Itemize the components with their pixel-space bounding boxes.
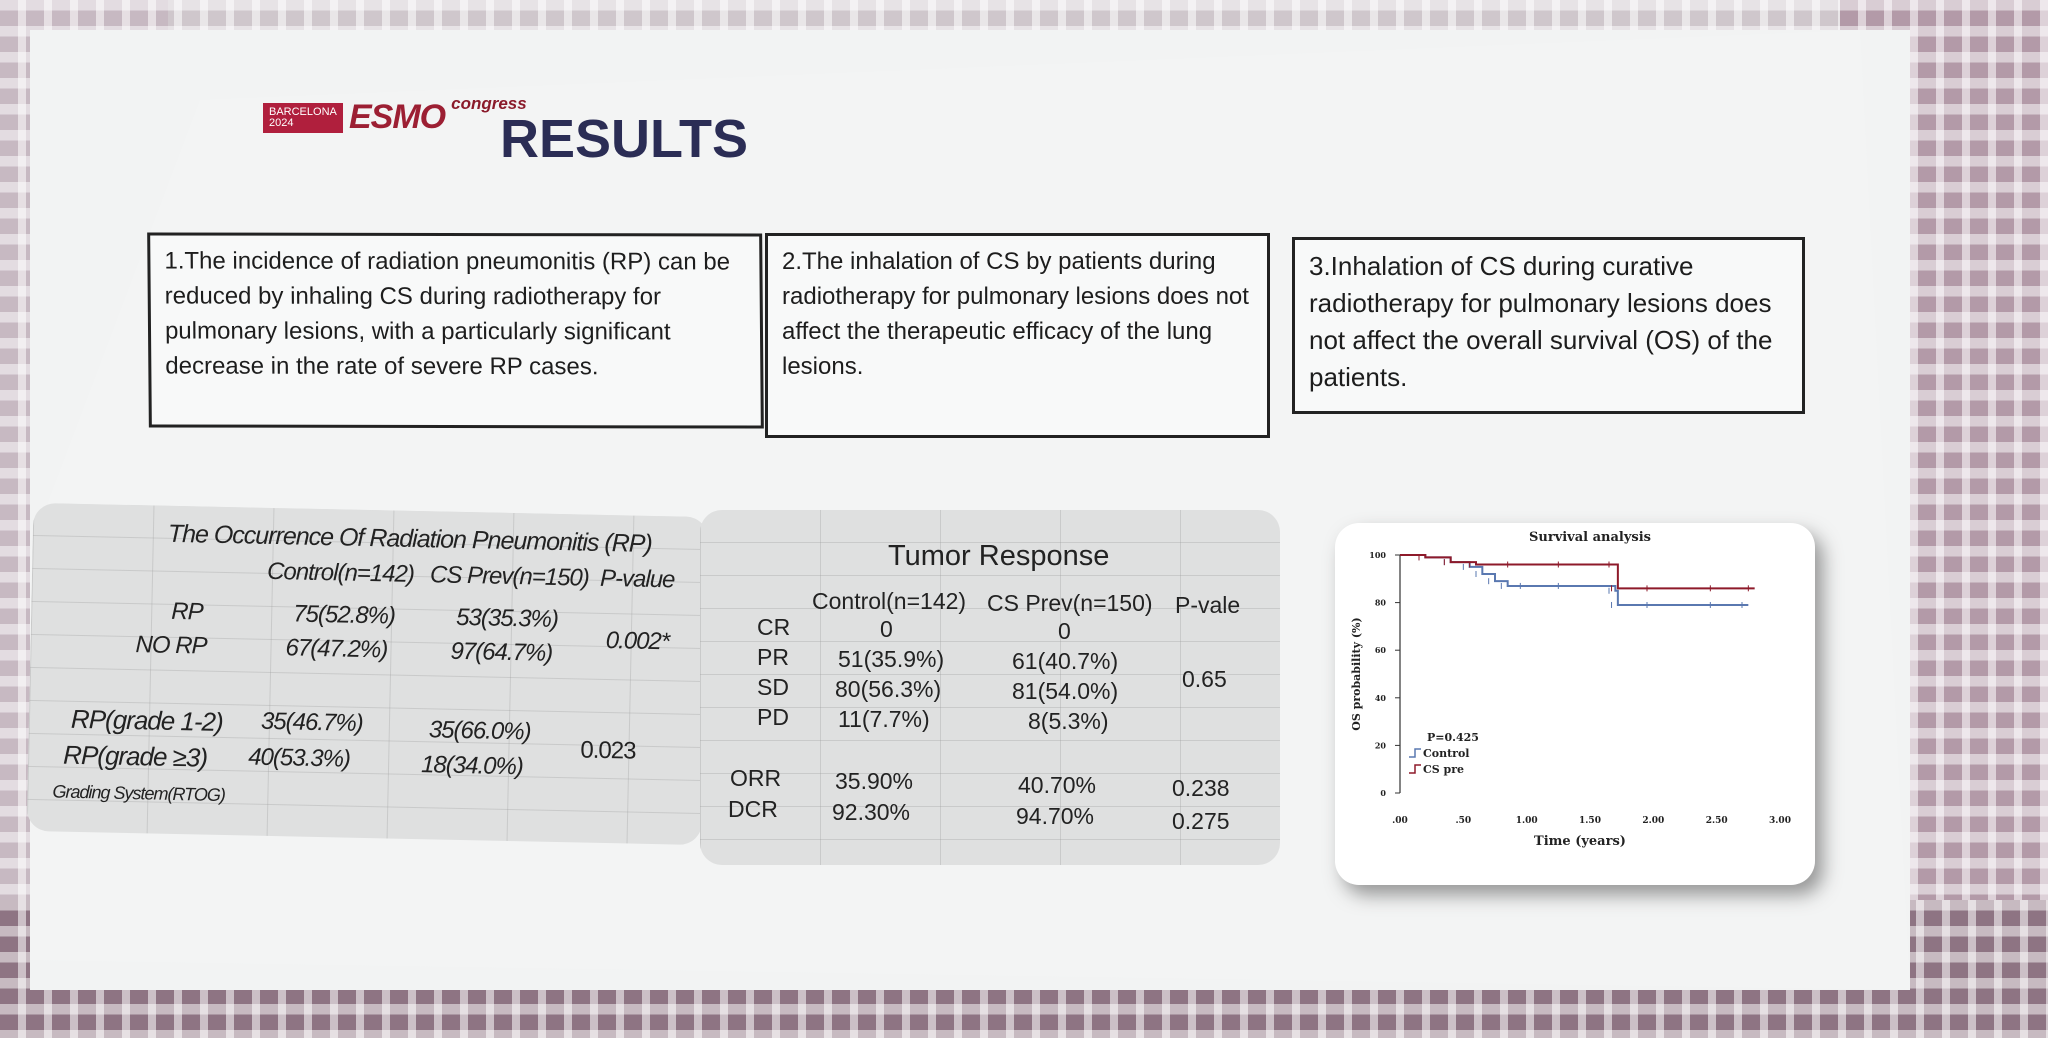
rp-row-label: RP(grade ≥3) xyxy=(62,739,208,773)
tumor-row-label: ORR xyxy=(730,765,782,791)
tumor-row-p: 0.238 xyxy=(1172,775,1230,801)
x-tick-label: 2.00 xyxy=(1642,816,1664,826)
tumor-row-cs: 81(54.0%) xyxy=(1012,678,1119,704)
legend-swatch xyxy=(1409,764,1421,774)
rp-row-cs: 53(35.3%) xyxy=(455,603,559,633)
rp-row-control: 75(52.8%) xyxy=(292,600,396,630)
x-tick-label: 2.50 xyxy=(1706,816,1728,826)
tumor-row-cs: 40.70% xyxy=(1018,772,1097,798)
rp-row-label: RP(grade 1-2) xyxy=(70,703,224,737)
tumor-table-title: Tumor Response xyxy=(888,540,1110,572)
page-title: RESULTS xyxy=(500,109,749,169)
x-tick-label: 3.00 xyxy=(1769,816,1791,826)
tumor-header-control: Control(n=142) xyxy=(812,588,967,614)
rp-row-control: 40(53.3%) xyxy=(247,743,351,773)
rp-table: The Occurrence Of Radiation Pneumonitis … xyxy=(26,502,709,846)
x-tick-label: 1.00 xyxy=(1516,816,1538,826)
y-axis-label: OS probability (%) xyxy=(1350,617,1363,730)
survival-chart-svg: Survival analysis 0 20 40 60 80 100 .00 .50 1.00 1… xyxy=(1350,530,1791,849)
tumor-p-value: 0.65 xyxy=(1182,666,1227,692)
tumor-row-control: 35.90% xyxy=(835,768,914,794)
rp-row-label: NO RP xyxy=(135,631,207,660)
table-grid xyxy=(700,510,1280,865)
rp-row-cs: 18(34.0%) xyxy=(420,751,524,781)
tumor-row-cs: 8(5.3%) xyxy=(1028,708,1109,734)
tumor-row-label: PD xyxy=(757,704,789,730)
p-value-label: P=0.425 xyxy=(1427,731,1479,744)
finding-1: 1.The incidence of radiation pneumonitis… xyxy=(147,232,764,429)
rp-p-value-2: 0.023 xyxy=(580,736,636,765)
tumor-row-control: 80(56.3%) xyxy=(835,676,942,702)
tumor-row-control: 0 xyxy=(880,616,893,642)
legend-label: CS pre xyxy=(1423,763,1464,776)
legend-label: Control xyxy=(1423,747,1469,760)
y-tick-label: 20 xyxy=(1375,740,1387,750)
rp-row-control: 35(46.7%) xyxy=(260,707,363,737)
esmo-logo: BARCELONA 2024 ESMO congress xyxy=(263,94,527,137)
x-tick-label: .00 xyxy=(1392,816,1408,826)
chart-title: Survival analysis xyxy=(1529,530,1651,545)
y-tick-label: 0 xyxy=(1380,788,1386,798)
tumor-row-label: DCR xyxy=(728,796,778,822)
rp-p-value-1: 0.002* xyxy=(605,626,670,656)
legend-swatch xyxy=(1409,748,1421,758)
survival-chart: Survival analysis 0 20 40 60 80 100 .00 .50 1.00 1… xyxy=(1335,523,1815,885)
rp-row-cs: 97(64.7%) xyxy=(450,637,553,667)
tumor-row-label: PR xyxy=(757,644,789,670)
y-tick-label: 40 xyxy=(1375,693,1387,703)
y-tick-label: 100 xyxy=(1369,550,1386,560)
rp-row-label: RP xyxy=(170,597,203,626)
tumor-row-control: 92.30% xyxy=(832,799,911,825)
rp-row-control: 67(47.2%) xyxy=(285,634,388,664)
tumor-row-label: CR xyxy=(757,614,791,640)
y-tick-label: 80 xyxy=(1375,598,1387,608)
finding-3: 3.Inhalation of CS during curative radio… xyxy=(1292,237,1805,414)
tumor-row-p: 0.275 xyxy=(1172,808,1230,834)
tumor-row-cs: 0 xyxy=(1058,618,1071,644)
y-tick-label: 60 xyxy=(1375,645,1387,655)
rp-header-p: P-value xyxy=(599,564,675,594)
tumor-row-control: 51(35.9%) xyxy=(838,646,945,672)
tumor-header-cs: CS Prev(n=150) xyxy=(987,590,1153,616)
rp-header-control: Control(n=142) xyxy=(266,557,415,588)
rp-header-cs: CS Prev(n=150) xyxy=(429,561,590,592)
logo-congress: congress xyxy=(451,93,527,113)
logo-esmo: ESMO xyxy=(349,98,446,136)
tumor-row-cs: 61(40.7%) xyxy=(1012,648,1119,674)
tumor-row-control: 11(7.7%) xyxy=(838,706,930,732)
rp-row-cs: 35(66.0%) xyxy=(428,716,531,746)
tumor-response-table: Tumor Response Control(n=142) CS Prev(n=… xyxy=(700,510,1280,865)
logo-city: BARCELONA 2024 xyxy=(263,102,343,133)
finding-2: 2.The inhalation of CS by patients durin… xyxy=(765,233,1270,438)
x-axis-label: Time (years) xyxy=(1534,834,1626,849)
x-tick-label: 1.50 xyxy=(1579,816,1601,826)
tumor-row-cs: 94.70% xyxy=(1016,803,1095,829)
tumor-header-p: P-vale xyxy=(1175,592,1241,618)
rp-footnote: Grading System(RTOG) xyxy=(52,781,226,806)
x-tick-label: .50 xyxy=(1455,816,1471,826)
series-line-cs-pre xyxy=(1400,554,1755,590)
tumor-row-label: SD xyxy=(757,674,789,700)
